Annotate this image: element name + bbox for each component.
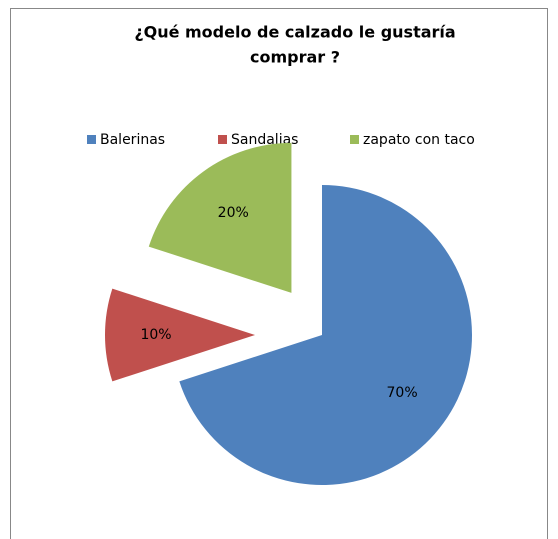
legend-swatch [350, 135, 359, 144]
chart-title: comprar ? [250, 48, 340, 67]
pie-slice [148, 142, 292, 293]
data-label: 10% [140, 327, 171, 343]
legend-swatch [218, 135, 227, 144]
legend-label: zapato con taco [363, 132, 475, 148]
data-label: 20% [218, 205, 249, 221]
legend-swatch [87, 135, 96, 144]
pie-slice [179, 185, 472, 486]
data-label: 70% [387, 385, 418, 401]
legend-label: Balerinas [100, 132, 165, 148]
pie-slice [105, 288, 255, 382]
chart-title: ¿Qué modelo de calzado le gustaría [134, 23, 455, 42]
